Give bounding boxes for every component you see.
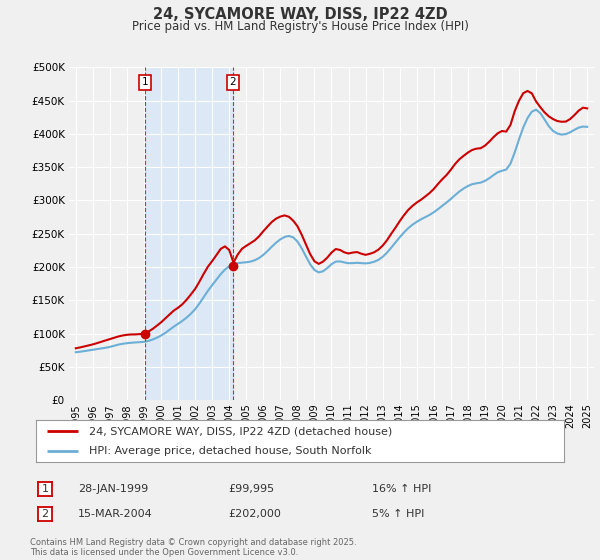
Text: Price paid vs. HM Land Registry's House Price Index (HPI): Price paid vs. HM Land Registry's House …: [131, 20, 469, 32]
Text: 16% ↑ HPI: 16% ↑ HPI: [372, 484, 431, 494]
Text: HPI: Average price, detached house, South Norfolk: HPI: Average price, detached house, Sout…: [89, 446, 371, 456]
Text: 24, SYCAMORE WAY, DISS, IP22 4ZD (detached house): 24, SYCAMORE WAY, DISS, IP22 4ZD (detach…: [89, 426, 392, 436]
Text: 28-JAN-1999: 28-JAN-1999: [78, 484, 148, 494]
Text: 15-MAR-2004: 15-MAR-2004: [78, 509, 153, 519]
Text: 2: 2: [41, 509, 49, 519]
Text: Contains HM Land Registry data © Crown copyright and database right 2025.
This d: Contains HM Land Registry data © Crown c…: [30, 538, 356, 557]
Text: £202,000: £202,000: [228, 509, 281, 519]
Text: 2: 2: [229, 77, 236, 87]
Text: £99,995: £99,995: [228, 484, 274, 494]
Text: 24, SYCAMORE WAY, DISS, IP22 4ZD: 24, SYCAMORE WAY, DISS, IP22 4ZD: [152, 7, 448, 22]
Bar: [145, 67, 233, 400]
Text: 1: 1: [41, 484, 49, 494]
Text: 5% ↑ HPI: 5% ↑ HPI: [372, 509, 424, 519]
Text: 1: 1: [142, 77, 149, 87]
